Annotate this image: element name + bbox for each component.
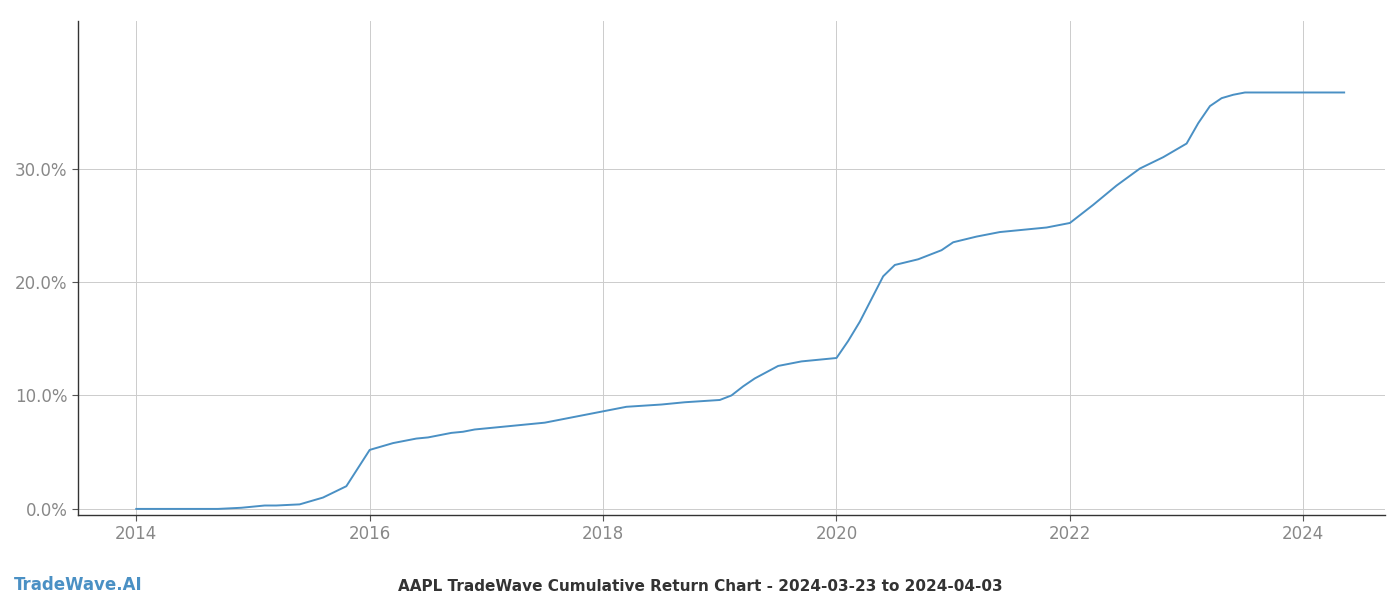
Text: TradeWave.AI: TradeWave.AI xyxy=(14,576,143,594)
Text: AAPL TradeWave Cumulative Return Chart - 2024-03-23 to 2024-04-03: AAPL TradeWave Cumulative Return Chart -… xyxy=(398,579,1002,594)
